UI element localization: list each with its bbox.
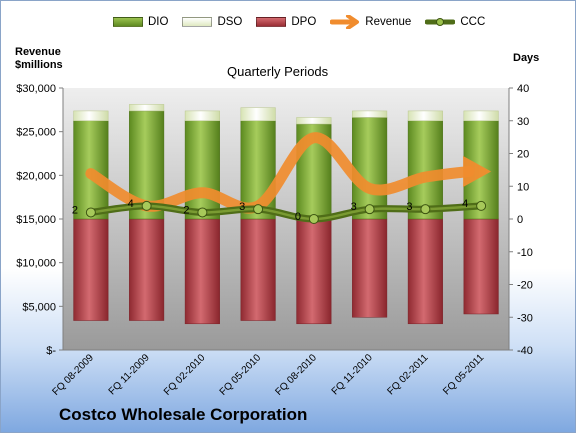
left-tick-label: $5,000: [22, 301, 56, 313]
legend-item-dpo: DPO: [256, 16, 316, 28]
right-axis-title: Days: [513, 52, 540, 64]
legend-arrow-icon: [330, 15, 360, 29]
revenue-arrowhead: [463, 155, 492, 187]
x-tick-label: FQ 02-2011: [386, 352, 431, 397]
bar-dpo: [184, 218, 220, 325]
bar-dpo: [240, 218, 276, 321]
bar-dso: [296, 117, 332, 125]
legend: DIO DSO DPO Revenue CCC: [113, 13, 499, 31]
x-tick-label: FQ 02-2010: [162, 352, 208, 398]
ccc-point: [141, 200, 152, 211]
legend-swatch-dpo: [256, 17, 287, 27]
right-tick-label: 10: [517, 181, 529, 193]
bar-dso: [184, 110, 220, 122]
bar-dio: [352, 117, 388, 220]
ccc-data-label: 3: [239, 201, 245, 213]
x-tick-label: FQ 11-2010: [330, 352, 375, 397]
bar-dso: [407, 110, 443, 122]
ccc-data-label: 2: [72, 204, 78, 216]
right-tick-label: -40: [517, 345, 533, 357]
left-tick-label: $25,000: [16, 127, 56, 139]
legend-label-dpo: DPO: [291, 16, 317, 28]
x-tick-label: FQ 08-2009: [50, 352, 96, 398]
ccc-data-label: 0: [295, 211, 301, 223]
bar-dpo: [407, 218, 443, 325]
x-tick-label: FQ 08-2010: [273, 352, 319, 398]
ccc-point: [253, 204, 264, 215]
legend-ccc-icon: [425, 18, 456, 26]
left-tick-label: $-: [46, 345, 56, 357]
bar-dpo: [73, 218, 109, 321]
ccc-data-label: 4: [128, 198, 134, 210]
bar-dso: [73, 110, 109, 122]
bar-dpo: [296, 218, 332, 325]
x-tick-label: FQ 11-2009: [107, 352, 152, 397]
bar-dpo: [352, 218, 388, 318]
legend-item-ccc: CCC: [425, 15, 485, 29]
company-name: Costco Wholesale Corporation: [59, 405, 308, 424]
left-tick-label: $20,000: [16, 170, 56, 182]
bar-dio: [184, 120, 220, 220]
right-tick-label: 40: [517, 83, 529, 95]
legend-label-ccc: CCC: [460, 16, 486, 28]
ccc-point: [364, 204, 375, 215]
right-tick-label: 20: [517, 149, 529, 161]
ccc-data-label: 3: [351, 201, 357, 213]
legend-swatch-dio: [113, 17, 143, 27]
bar-dpo: [463, 218, 499, 315]
right-tick-label: 30: [517, 116, 529, 128]
right-tick-label: 0: [517, 214, 523, 226]
legend-item-dso: DSO: [182, 16, 242, 28]
ccc-point: [420, 204, 431, 215]
ccc-point: [476, 200, 487, 211]
legend-swatch-dso: [182, 17, 213, 27]
left-tick-label: $15,000: [16, 214, 56, 226]
ccc-point: [197, 207, 208, 218]
left-tick-label: $30,000: [16, 83, 56, 95]
ccc-point: [308, 214, 319, 224]
left-axis-title-line2: $millions: [15, 59, 63, 71]
bar-dso: [240, 107, 276, 122]
legend-item-revenue: Revenue: [330, 15, 411, 29]
bar-dso: [463, 110, 499, 122]
legend-label-revenue: Revenue: [365, 16, 412, 28]
left-axis-title: Revenue $millions: [15, 46, 63, 72]
x-tick-label: FQ 05-2010: [218, 352, 264, 398]
legend-item-dio: DIO: [113, 16, 168, 28]
bar-dso: [129, 104, 165, 112]
bar-dso: [352, 110, 388, 118]
ccc-data-label: 2: [183, 204, 189, 216]
ccc-data-label: 3: [406, 201, 412, 213]
chart-subtitle: Quarterly Periods: [227, 64, 329, 79]
ccc-point: [85, 207, 96, 218]
left-axis-title-line1: Revenue: [15, 46, 61, 58]
right-tick-label: -30: [517, 312, 533, 324]
x-tick-label: FQ 05-2011: [441, 352, 486, 397]
right-tick-label: -10: [517, 247, 533, 259]
legend-label-dso: DSO: [217, 16, 243, 28]
right-tick-label: -20: [517, 280, 533, 292]
ccc-data-label: 4: [462, 198, 468, 210]
bar-dpo: [129, 218, 165, 321]
left-tick-label: $10,000: [16, 258, 56, 270]
legend-label-dio: DIO: [148, 16, 169, 28]
